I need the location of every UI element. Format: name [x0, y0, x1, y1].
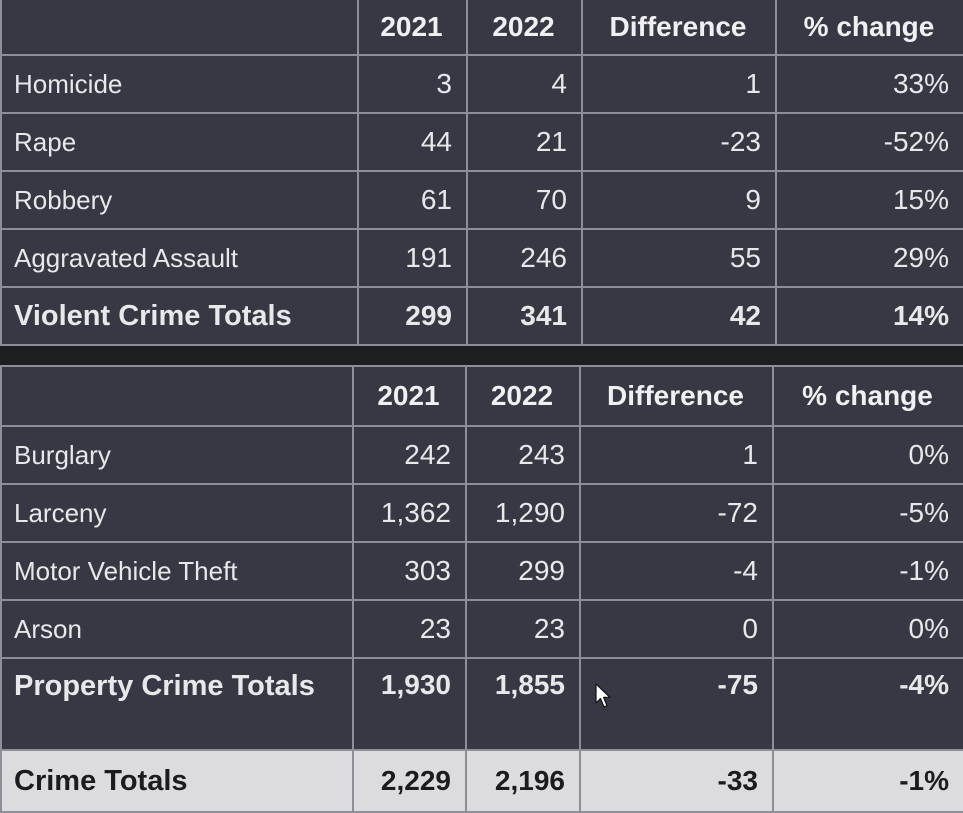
grand-total-row: Crime Totals 2,229 2,196 -33 -1%: [0, 749, 963, 813]
value-difference: -23: [581, 112, 777, 172]
header-row: 2021 2022 Difference % change: [0, 365, 963, 427]
header-2022: 2022: [466, 0, 583, 56]
header-2021: 2021: [352, 365, 467, 427]
value-2022: 2,196: [465, 749, 581, 813]
value-difference: -75: [579, 657, 774, 751]
value-2022: 70: [466, 170, 583, 230]
value-2021: 61: [357, 170, 468, 230]
value-pct-change: -5%: [772, 483, 963, 543]
value-2022: 243: [465, 425, 581, 485]
value-2022: 4: [466, 54, 583, 114]
value-2021: 1,930: [352, 657, 467, 751]
header-blank: [0, 0, 359, 56]
value-2021: 44: [357, 112, 468, 172]
value-2021: 299: [357, 286, 468, 346]
property-total-row: Property Crime Totals 1,930 1,855 -75 -4…: [0, 657, 963, 751]
value-2022: 23: [465, 599, 581, 659]
value-2022: 1,855: [465, 657, 581, 751]
row-label: Crime Totals: [0, 749, 354, 813]
row-label: Violent Crime Totals: [0, 286, 359, 346]
value-pct-change: 15%: [775, 170, 963, 230]
violent-total-row: Violent Crime Totals 299 341 42 14%: [0, 286, 963, 346]
table-row: Motor Vehicle Theft 303 299 -4 -1%: [0, 541, 963, 601]
header-blank: [0, 365, 354, 427]
property-crime-table: 2021 2022 Difference % change Burglary 2…: [0, 365, 963, 813]
value-2022: 21: [466, 112, 583, 172]
value-2021: 191: [357, 228, 468, 288]
value-difference: 9: [581, 170, 777, 230]
table-row: Robbery 61 70 9 15%: [0, 170, 963, 230]
value-pct-change: -1%: [772, 541, 963, 601]
value-pct-change: -4%: [772, 657, 963, 751]
value-2021: 23: [352, 599, 467, 659]
table-row: Larceny 1,362 1,290 -72 -5%: [0, 483, 963, 543]
value-2021: 3: [357, 54, 468, 114]
row-label: Burglary: [0, 425, 354, 485]
value-pct-change: 0%: [772, 599, 963, 659]
violent-crime-table: 2021 2022 Difference % change Homicide 3…: [0, 0, 963, 346]
value-difference: -4: [579, 541, 774, 601]
value-difference: 1: [581, 54, 777, 114]
value-2021: 2,229: [352, 749, 467, 813]
row-label: Motor Vehicle Theft: [0, 541, 354, 601]
header-2021: 2021: [357, 0, 468, 56]
value-2021: 242: [352, 425, 467, 485]
value-difference: -33: [579, 749, 774, 813]
value-pct-change: -52%: [775, 112, 963, 172]
header-pct-change: % change: [772, 365, 963, 427]
value-2022: 1,290: [465, 483, 581, 543]
table-separator: [0, 349, 963, 365]
header-2022: 2022: [465, 365, 581, 427]
table-row: Burglary 242 243 1 0%: [0, 425, 963, 485]
value-2021: 303: [352, 541, 467, 601]
table-row: Arson 23 23 0 0%: [0, 599, 963, 659]
table-row: Aggravated Assault 191 246 55 29%: [0, 228, 963, 288]
row-label: Robbery: [0, 170, 359, 230]
value-difference: -72: [579, 483, 774, 543]
value-pct-change: -1%: [772, 749, 963, 813]
value-2022: 299: [465, 541, 581, 601]
row-label: Larceny: [0, 483, 354, 543]
header-pct-change: % change: [775, 0, 963, 56]
value-2022: 341: [466, 286, 583, 346]
value-pct-change: 0%: [772, 425, 963, 485]
row-label: Property Crime Totals: [0, 657, 354, 751]
table-row: Rape 44 21 -23 -52%: [0, 112, 963, 172]
value-pct-change: 29%: [775, 228, 963, 288]
header-row: 2021 2022 Difference % change: [0, 0, 963, 56]
value-difference: 42: [581, 286, 777, 346]
row-label: Rape: [0, 112, 359, 172]
value-pct-change: 33%: [775, 54, 963, 114]
table-row: Homicide 3 4 1 33%: [0, 54, 963, 114]
header-difference: Difference: [581, 0, 777, 56]
mouse-pointer-icon: [595, 683, 611, 708]
value-difference: 55: [581, 228, 777, 288]
value-2022: 246: [466, 228, 583, 288]
row-label: Homicide: [0, 54, 359, 114]
value-2021: 1,362: [352, 483, 467, 543]
row-label: Arson: [0, 599, 354, 659]
value-difference: 0: [579, 599, 774, 659]
value-pct-change: 14%: [775, 286, 963, 346]
header-difference: Difference: [579, 365, 774, 427]
value-difference: 1: [579, 425, 774, 485]
row-label: Aggravated Assault: [0, 228, 359, 288]
